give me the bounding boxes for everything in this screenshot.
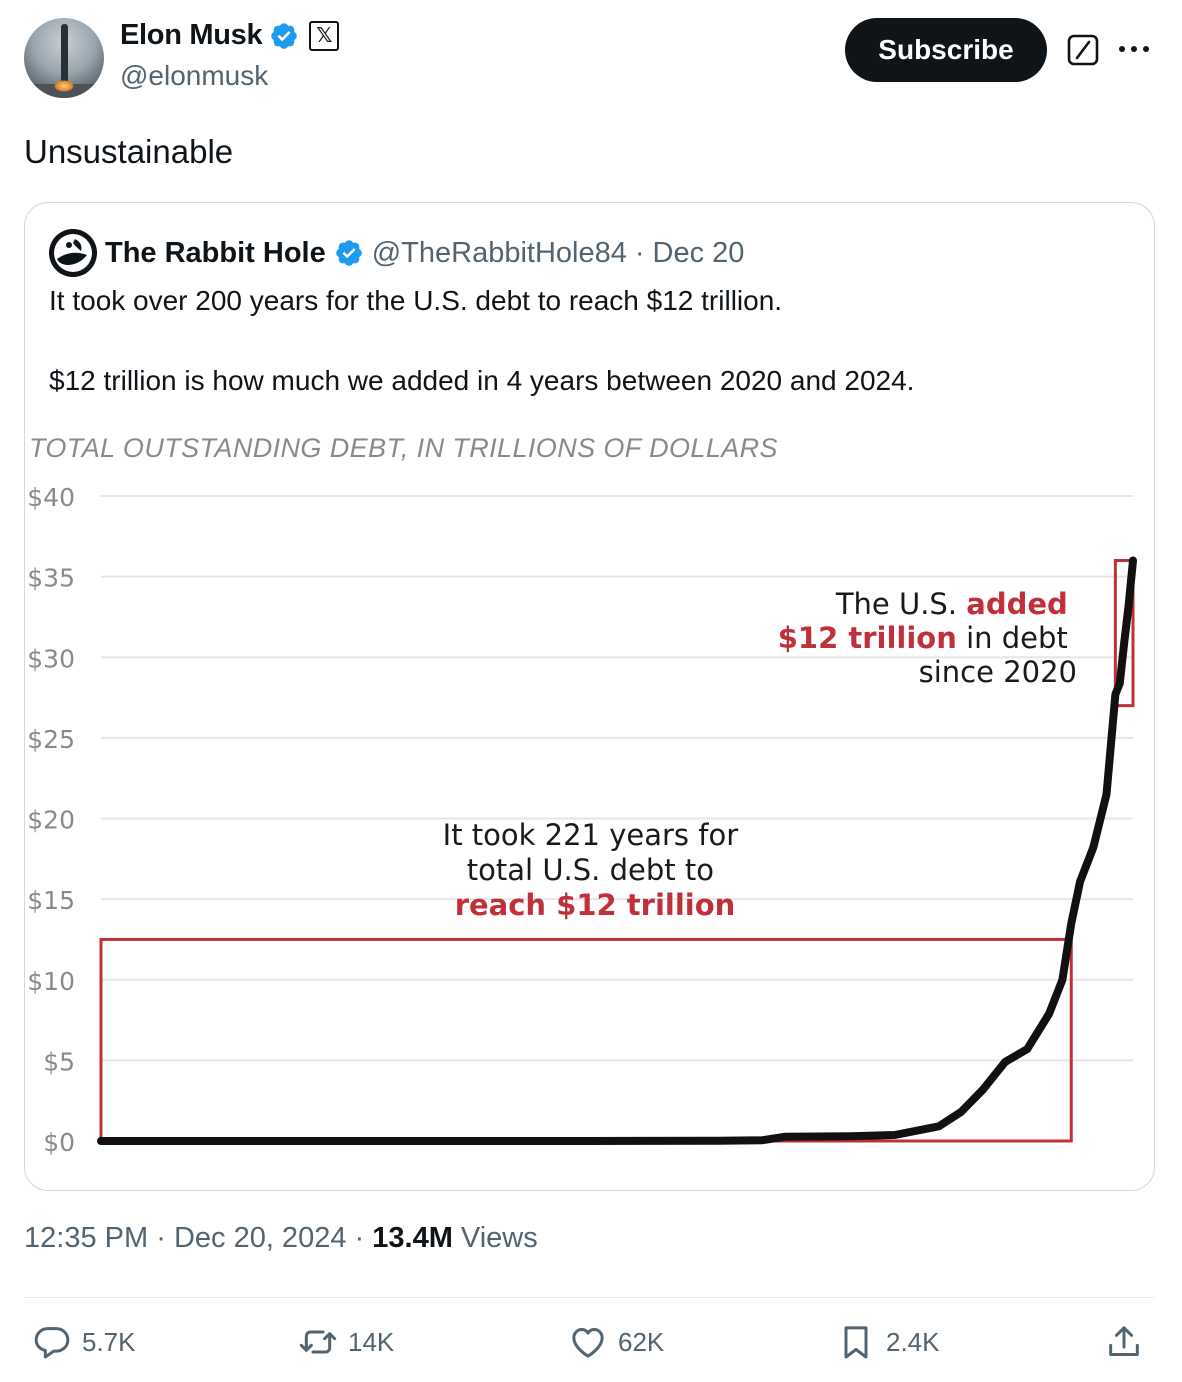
tweet-time[interactable]: 12:35 PM bbox=[24, 1222, 149, 1254]
like-button[interactable]: 62K bbox=[568, 1322, 664, 1362]
avatar-rocket bbox=[61, 24, 68, 82]
quoted-separator: · bbox=[634, 236, 645, 269]
grok-icon[interactable] bbox=[1066, 33, 1100, 67]
quoted-text-line2: $12 trillion is how much we added in 4 y… bbox=[49, 365, 915, 396]
author-handle[interactable]: @elonmusk bbox=[120, 60, 269, 91]
author-avatar[interactable] bbox=[24, 18, 104, 98]
views-label: Views bbox=[460, 1222, 538, 1254]
more-icon[interactable] bbox=[1116, 34, 1152, 64]
heart-icon bbox=[572, 1328, 604, 1358]
bookmark-count: 2.4K bbox=[886, 1326, 940, 1357]
annotation-old-line2: total U.S. debt to bbox=[467, 853, 714, 887]
quoted-header: The Rabbit Hole @TheRabbitHole84 · Dec 2… bbox=[49, 229, 744, 277]
y-tick-label: $0 bbox=[43, 1128, 75, 1157]
repost-icon bbox=[299, 1330, 337, 1354]
repost-button[interactable]: 14K bbox=[298, 1322, 394, 1362]
repost-count: 14K bbox=[348, 1326, 395, 1357]
author-name[interactable]: Elon Musk bbox=[120, 19, 263, 51]
chart-title: TOTAL OUTSTANDING DEBT, IN TRILLIONS OF … bbox=[29, 433, 778, 463]
meta-separator-2: · bbox=[354, 1222, 365, 1254]
rabbit-avatar-icon[interactable] bbox=[49, 229, 97, 277]
like-count: 62K bbox=[618, 1326, 665, 1357]
highlight-box bbox=[99, 937, 1073, 1143]
y-tick-label: $35 bbox=[27, 564, 75, 593]
reply-icon bbox=[34, 1327, 70, 1359]
y-tick-label: $20 bbox=[27, 806, 75, 835]
y-tick-label: $40 bbox=[27, 483, 75, 512]
y-tick-label: $5 bbox=[43, 1047, 75, 1076]
tweet-date[interactable]: Dec 20, 2024 bbox=[173, 1222, 347, 1254]
chart-y-ticks: $0 $5 $10 $15 $20 $25 $30 $35 $40 bbox=[27, 483, 75, 1157]
subscribe-button[interactable]: Subscribe bbox=[845, 18, 1047, 82]
share-icon bbox=[1109, 1326, 1139, 1356]
quoted-tweet[interactable]: The Rabbit Hole @TheRabbitHole84 · Dec 2… bbox=[24, 202, 1155, 1191]
bookmark-button[interactable]: 2.4K bbox=[836, 1322, 940, 1362]
y-tick-label: $30 bbox=[27, 644, 75, 673]
annotation-new: The U.S. added $12 trillion in debt sinc… bbox=[778, 587, 1077, 689]
meta-separator-1: · bbox=[156, 1222, 166, 1254]
avatar-flame bbox=[54, 80, 74, 92]
quoted-text-line1: It took over 200 years for the U.S. debt… bbox=[49, 285, 783, 316]
y-tick-label: $15 bbox=[27, 886, 75, 915]
bookmark-icon bbox=[844, 1326, 868, 1359]
y-tick-label: $25 bbox=[27, 725, 75, 754]
debt-chart[interactable]: TOTAL OUTSTANDING DEBT, IN TRILLIONS OF … bbox=[25, 428, 1153, 1190]
annotation-new-prefix: The U.S. bbox=[835, 587, 957, 621]
chart-grid bbox=[101, 495, 1133, 1062]
quoted-date[interactable]: Dec 20 bbox=[652, 236, 745, 269]
views-count: 13.4M bbox=[372, 1222, 453, 1254]
quoted-handle[interactable]: @TheRabbitHole84 bbox=[371, 236, 627, 269]
annotation-new-line3: since 2020 bbox=[919, 655, 1077, 689]
annotation-old-highlight: reach $12 trillion bbox=[455, 888, 736, 922]
reply-count: 5.7K bbox=[82, 1326, 136, 1357]
verified-badge-icon bbox=[271, 22, 298, 49]
highlight-box bbox=[1113, 559, 1135, 708]
reply-button[interactable]: 5.7K bbox=[32, 1322, 136, 1362]
divider bbox=[24, 1297, 1155, 1298]
annotation-new-suffix: in debt bbox=[966, 621, 1068, 655]
debt-line-series bbox=[97, 556, 1137, 1145]
annotation-new-amount: $12 trillion bbox=[778, 621, 957, 655]
tweet-text: Unsustainable bbox=[24, 133, 234, 170]
annotation-new-line1: The U.S. added bbox=[835, 587, 1068, 621]
annotation-old-line1: It took 221 years for bbox=[443, 818, 739, 852]
quoted-author-name[interactable]: The Rabbit Hole bbox=[105, 236, 326, 269]
annotation-new-line2: $12 trillion in debt bbox=[778, 621, 1068, 655]
author-name-row: Elon Musk 𝕏 bbox=[120, 19, 340, 52]
y-tick-label: $10 bbox=[27, 967, 75, 996]
share-button[interactable] bbox=[1104, 1322, 1144, 1362]
annotation-new-added: added bbox=[966, 587, 1068, 621]
annotation-old: It took 221 years for total U.S. debt to… bbox=[443, 818, 748, 922]
x-affiliation-badge: 𝕏 bbox=[309, 20, 340, 51]
tweet-meta: 12:35 PM · Dec 20, 2024 · 13.4M Views bbox=[24, 1222, 538, 1255]
quoted-verified-icon bbox=[335, 240, 362, 266]
